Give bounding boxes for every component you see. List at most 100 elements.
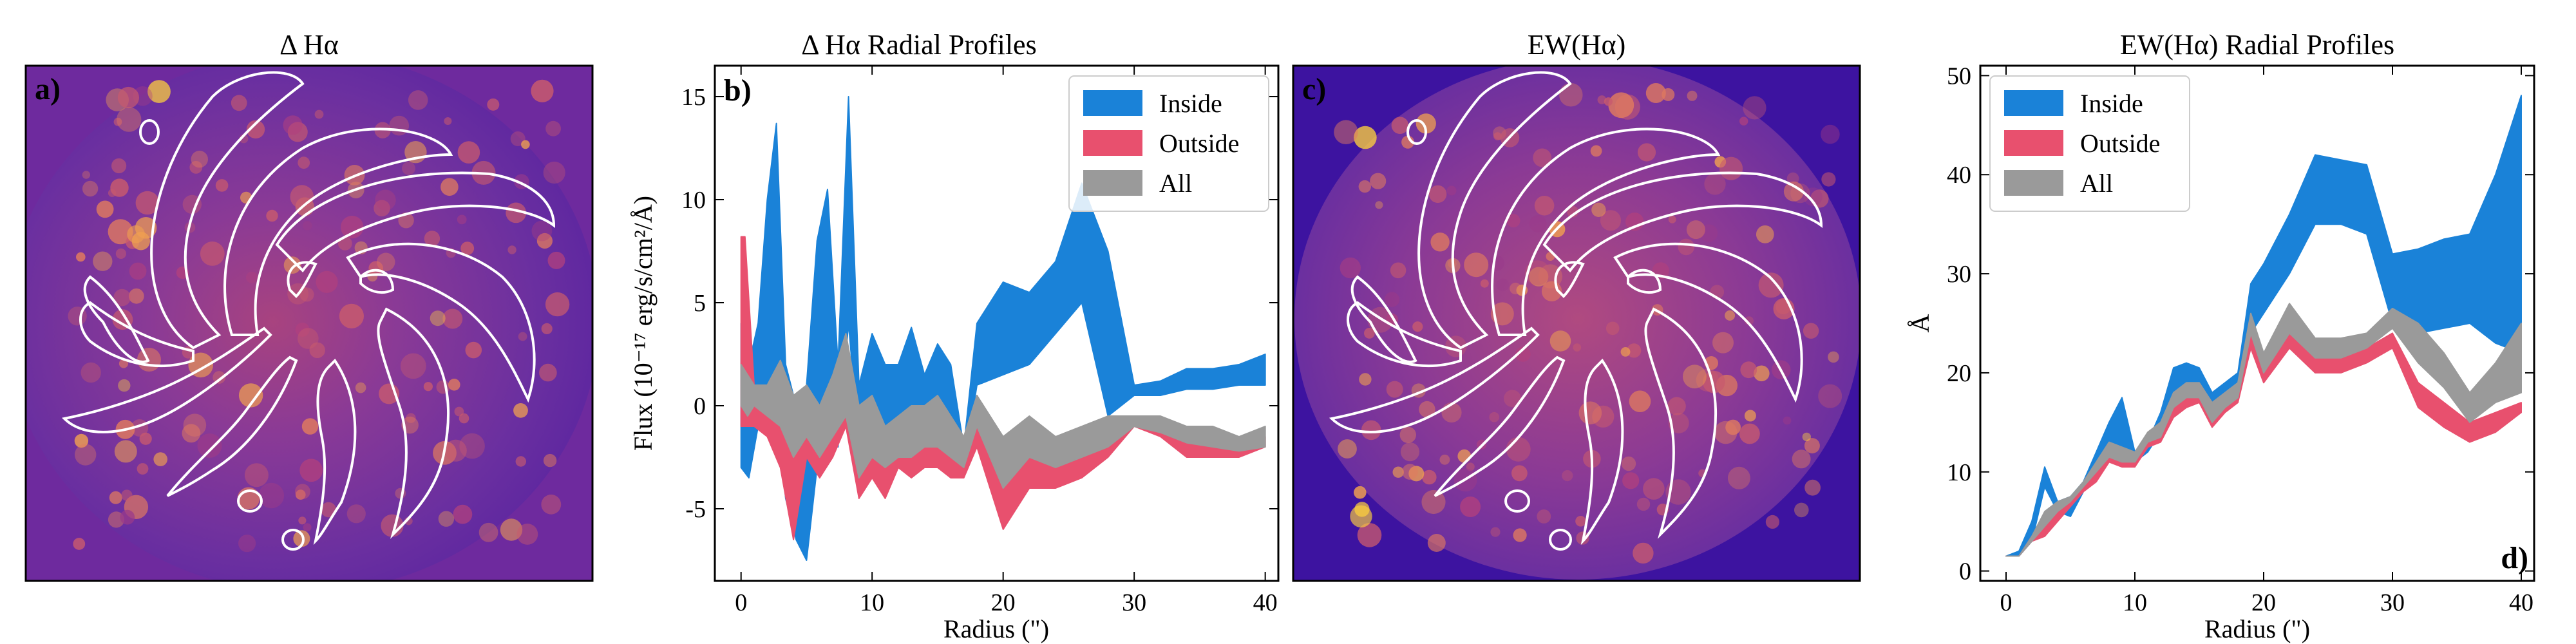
emission-blob xyxy=(1821,172,1836,187)
y-tick-label: 20 xyxy=(1947,360,1971,387)
emission-blob xyxy=(1562,470,1573,482)
emission-blob xyxy=(339,303,365,328)
emission-blob xyxy=(1460,497,1481,517)
emission-blob xyxy=(191,151,208,168)
emission-blob xyxy=(113,117,122,126)
emission-blob xyxy=(1549,330,1571,352)
emission-blob xyxy=(299,459,323,482)
emission-blob xyxy=(244,463,269,488)
emission-blob xyxy=(368,261,383,276)
emission-blob xyxy=(1719,156,1743,180)
emission-blob xyxy=(298,328,319,349)
emission-blob xyxy=(135,191,160,215)
emission-blob xyxy=(1667,397,1686,415)
emission-blob xyxy=(543,161,565,184)
emission-blob xyxy=(1678,238,1695,256)
emission-blob xyxy=(541,494,562,515)
emission-blob xyxy=(115,248,126,259)
emission-blob xyxy=(406,413,416,423)
emission-blob xyxy=(1400,442,1420,462)
emission-blob xyxy=(424,231,440,247)
emission-blob xyxy=(96,200,114,218)
x-tick-label: 20 xyxy=(2251,589,2276,616)
chart-b-title: Δ Hα Radial Profiles xyxy=(801,29,1036,61)
emission-blob xyxy=(182,424,201,443)
emission-blob xyxy=(440,178,459,196)
map-c-frame xyxy=(1292,64,1861,582)
emission-blob xyxy=(1529,267,1549,287)
emission-blob xyxy=(1525,260,1550,285)
emission-blob xyxy=(1687,90,1698,101)
emission-blob xyxy=(374,200,390,217)
emission-blob xyxy=(515,456,526,467)
emission-blob xyxy=(1686,220,1705,240)
emission-blob xyxy=(521,140,530,149)
emission-blob xyxy=(438,511,455,527)
emission-blob xyxy=(108,189,117,197)
emission-blob xyxy=(346,504,366,524)
emission-blob xyxy=(1754,365,1770,382)
emission-blob xyxy=(516,524,538,545)
emission-blob xyxy=(1354,502,1370,517)
emission-blob xyxy=(1504,390,1521,408)
emission-blob xyxy=(1358,180,1371,193)
emission-blob xyxy=(189,160,203,174)
emission-blob xyxy=(295,484,310,500)
emission-blob xyxy=(545,120,561,137)
emission-blob xyxy=(246,120,265,139)
emission-blob xyxy=(296,489,306,500)
emission-blob xyxy=(402,162,415,175)
emission-blob xyxy=(1662,88,1675,101)
emission-blob xyxy=(1783,416,1792,425)
emission-blob xyxy=(518,332,527,341)
emission-blob xyxy=(1700,224,1718,242)
emission-blob xyxy=(1636,497,1651,511)
emission-blob xyxy=(448,379,460,391)
emission-blob xyxy=(1510,282,1522,295)
emission-blob xyxy=(507,245,516,254)
emission-blob xyxy=(465,341,482,359)
emission-blob xyxy=(1621,456,1636,471)
x-tick-label: 0 xyxy=(2000,589,2012,616)
emission-blob xyxy=(531,220,553,242)
y-tick-label: 30 xyxy=(1947,261,1971,288)
emission-blob xyxy=(1439,454,1450,465)
series-band-inside xyxy=(740,96,1266,561)
legend-swatch-outside xyxy=(2004,130,2063,156)
emission-blob xyxy=(1637,143,1656,162)
panel-a-title: Δ Hα xyxy=(279,29,339,61)
emission-blob xyxy=(246,271,258,283)
emission-blob xyxy=(1513,528,1527,542)
emission-blob xyxy=(266,209,278,222)
panel-d-ew-halpha-profiles: EW(Hα) Radial Profiles 0 10 20 30 40 0 10 20 30 4… xyxy=(1906,29,2535,643)
emission-blob xyxy=(290,185,314,209)
emission-blob xyxy=(1354,486,1367,499)
x-tick-label: 40 xyxy=(1253,589,1278,616)
emission-blob xyxy=(1605,321,1620,336)
emission-blob xyxy=(238,535,256,553)
panel-b-delta-halpha-profiles: Δ Hα Radial Profiles 0 10 20 30 40 -5 0 5 10 15 b… xyxy=(629,29,1280,643)
emission-blob xyxy=(1391,117,1409,134)
x-tick-label: 30 xyxy=(2380,589,2405,616)
emission-blob xyxy=(82,171,90,179)
series-band-all xyxy=(740,333,1266,489)
emission-blob xyxy=(283,115,303,135)
emission-blob xyxy=(321,502,336,518)
legend-swatch-inside xyxy=(2004,90,2063,116)
emission-blob xyxy=(298,156,310,169)
emission-blob xyxy=(1529,215,1547,232)
emission-blob xyxy=(293,530,310,547)
emission-blob xyxy=(460,242,475,255)
emission-blob xyxy=(1354,126,1377,149)
emission-blob xyxy=(1803,323,1819,339)
emission-blob xyxy=(1428,185,1447,204)
legend-swatch-all xyxy=(2004,170,2063,196)
emission-blob xyxy=(118,379,131,392)
spiral-arm-contours xyxy=(1329,71,1823,551)
emission-blob xyxy=(375,189,396,211)
emission-blob xyxy=(93,251,113,271)
emission-blob xyxy=(314,109,324,119)
chart-d-letter: d) xyxy=(2501,541,2528,575)
emission-blob xyxy=(1533,148,1552,167)
